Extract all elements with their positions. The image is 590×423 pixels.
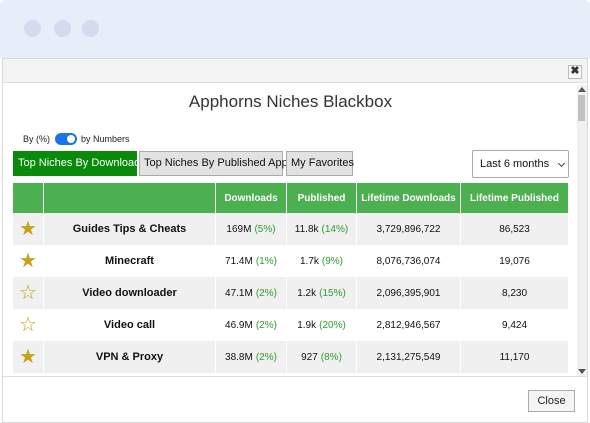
star-filled-icon[interactable]: ★ [19,346,37,368]
toggle-knob [67,135,75,143]
browser-chrome [0,0,590,58]
published-cell: 1.2k (15%) [287,277,357,309]
star-filled-icon[interactable]: ★ [19,250,37,272]
lifetime-published: 11,170 [499,351,530,363]
published-pct: (15%) [319,287,346,299]
table-row[interactable]: ☆ Video downloader 47.1M (2%) 1.2k (15%) 2,096… [13,277,568,309]
favorite-cell[interactable]: ★ [13,213,44,245]
window-dot-icon [82,20,99,37]
niche-name[interactable]: Guides Tips & Cheats [44,213,216,245]
display-mode-toggle[interactable] [55,133,77,145]
close-button[interactable]: Close [528,390,575,412]
downloads-cell: 38.8M (2%) [216,341,287,373]
scroll-up-icon[interactable] [578,87,586,92]
downloads-value: 38.8M [225,351,253,363]
table-row[interactable]: ★ Guides Tips & Cheats 169M (5%) 11.8k (14%) 3… [13,213,568,245]
favorite-cell[interactable]: ☆ [13,277,44,309]
header-downloads[interactable]: Downloads [216,183,287,213]
niche-name[interactable]: Video call [44,309,216,341]
published-cell: 1.7k (9%) [287,245,357,277]
niches-table: Downloads Published Lifetime Downloads L… [13,183,568,373]
downloads-value: 46.9M [225,319,253,331]
header-lifetime-downloads[interactable]: Lifetime Downloads [357,183,461,213]
period-select-value: Last 6 months [480,158,550,170]
downloads-cell: 169M (5%) [216,213,287,245]
table-row[interactable]: ★ VPN & Proxy 38.8M (2%) 927 (8%) 2,131,275,54… [13,341,568,373]
downloads-value: 47.1M [225,287,253,299]
published-cell: 927 (8%) [287,341,357,373]
lifetime-downloads: 8,076,736,074 [357,245,461,277]
dialog-header: ✖ [3,59,587,83]
table-row[interactable]: ★ Minecraft 71.4M (1%) 1.7k (9%) 8,076,736,074… [13,245,568,277]
downloads-cell: 71.4M (1%) [216,245,287,277]
downloads-cell: 47.1M (2%) [216,277,287,309]
downloads-value: 71.4M [225,255,253,267]
downloads-pct: (2%) [255,319,277,331]
star-outline-icon[interactable]: ☆ [19,282,37,304]
published-value: 1.9k [297,319,317,331]
window-dot-icon [24,20,41,37]
table-row[interactable]: ☆ Video call 46.9M (2%) 1.9k (20%) 2,812,946,5… [13,309,568,341]
lifetime-published: 9,424 [501,319,528,331]
star-filled-icon[interactable]: ★ [19,218,37,240]
published-pct: (14%) [321,223,349,235]
published-value: 1.2k [297,287,317,299]
published-value: 927 [301,351,318,363]
toggle-label-numbers: by Numbers [81,134,130,144]
lifetime-published: 19,076 [499,255,530,267]
lifetime-published: 86,523 [499,223,530,235]
downloads-pct: (2%) [255,351,277,363]
published-pct: (8%) [320,351,342,363]
published-value: 1.7k [299,255,319,267]
header-lifetime-published[interactable]: Lifetime Published [470,192,559,204]
downloads-pct: (1%) [255,255,277,267]
scrollbar[interactable] [577,85,587,376]
niche-name[interactable]: VPN & Proxy [44,341,216,373]
niche-name[interactable]: Video downloader [44,277,216,309]
chevron-down-icon [557,159,566,168]
table-body: ★ Guides Tips & Cheats 169M (5%) 11.8k (14%) 3… [13,213,568,373]
star-outline-icon[interactable]: ☆ [19,314,37,336]
table-header-row: Downloads Published Lifetime Downloads L… [13,183,568,213]
lifetime-downloads: 2,131,275,549 [357,341,461,373]
favorite-cell[interactable]: ★ [13,341,44,373]
tab-top-niches-by-published-apps[interactable]: Top Niches By Published Apps [139,151,293,176]
favorite-cell[interactable]: ☆ [13,309,44,341]
downloads-value: 169M [226,223,252,235]
published-pct: (20%) [319,319,346,331]
published-pct: (9%) [321,255,344,267]
published-cell: 1.9k (20%) [287,309,357,341]
niches-dialog: ✖ Apphorns Niches Blackbox By (%) by Num… [2,58,588,423]
favorite-cell[interactable]: ★ [13,245,44,277]
tab-my-favorites[interactable]: My Favorites [286,151,354,176]
dialog-title: Apphorns Niches Blackbox [188,92,393,111]
window-dot-icon [54,20,71,37]
header-favorite [13,183,44,213]
downloads-pct: (2%) [255,287,277,299]
niche-name[interactable]: Minecraft [44,245,216,277]
close-icon[interactable]: ✖ [568,65,582,79]
header-niche [44,183,216,213]
toggle-label-percent: By (%) [23,134,50,144]
downloads-pct: (5%) [254,223,276,235]
scroll-thumb[interactable] [578,95,585,121]
lifetime-downloads: 2,812,946,567 [357,309,461,341]
period-select[interactable]: Last 6 months [472,150,569,178]
lifetime-published: 8,230 [501,287,528,299]
header-published[interactable]: Published [287,183,357,213]
published-cell: 11.8k (14%) [287,213,357,245]
scroll-down-icon[interactable] [578,369,586,374]
tab-top-niches-by-downloads[interactable]: Top Niches By Downloads [13,151,146,176]
lifetime-downloads: 2,096,395,901 [357,277,461,309]
lifetime-downloads: 3,729,896,722 [357,213,461,245]
footer-divider [3,376,587,377]
published-value: 11.8k [294,223,319,235]
display-mode-toggle-row: By (%) by Numbers [23,133,130,145]
downloads-cell: 46.9M (2%) [216,309,287,341]
